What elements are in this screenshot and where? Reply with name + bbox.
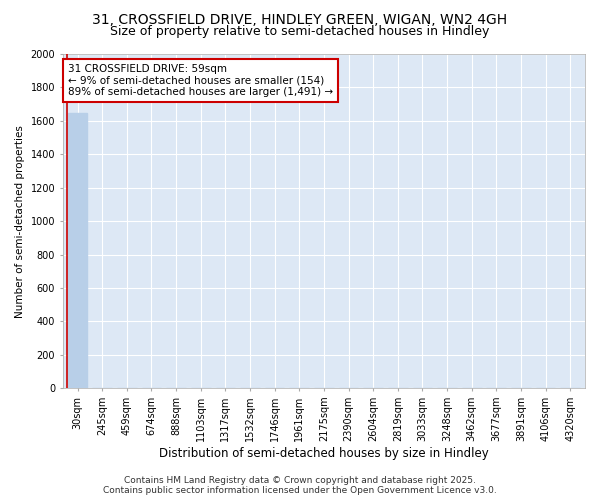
Text: 31, CROSSFIELD DRIVE, HINDLEY GREEN, WIGAN, WN2 4GH: 31, CROSSFIELD DRIVE, HINDLEY GREEN, WIG…: [92, 12, 508, 26]
Bar: [68, 114, 88, 388]
Text: Size of property relative to semi-detached houses in Hindley: Size of property relative to semi-detach…: [110, 25, 490, 38]
Y-axis label: Number of semi-detached properties: Number of semi-detached properties: [15, 124, 25, 318]
X-axis label: Distribution of semi-detached houses by size in Hindley: Distribution of semi-detached houses by …: [159, 447, 489, 460]
Text: Contains HM Land Registry data © Crown copyright and database right 2025.
Contai: Contains HM Land Registry data © Crown c…: [103, 476, 497, 495]
Text: 31 CROSSFIELD DRIVE: 59sqm
← 9% of semi-detached houses are smaller (154)
89% of: 31 CROSSFIELD DRIVE: 59sqm ← 9% of semi-…: [68, 64, 333, 97]
